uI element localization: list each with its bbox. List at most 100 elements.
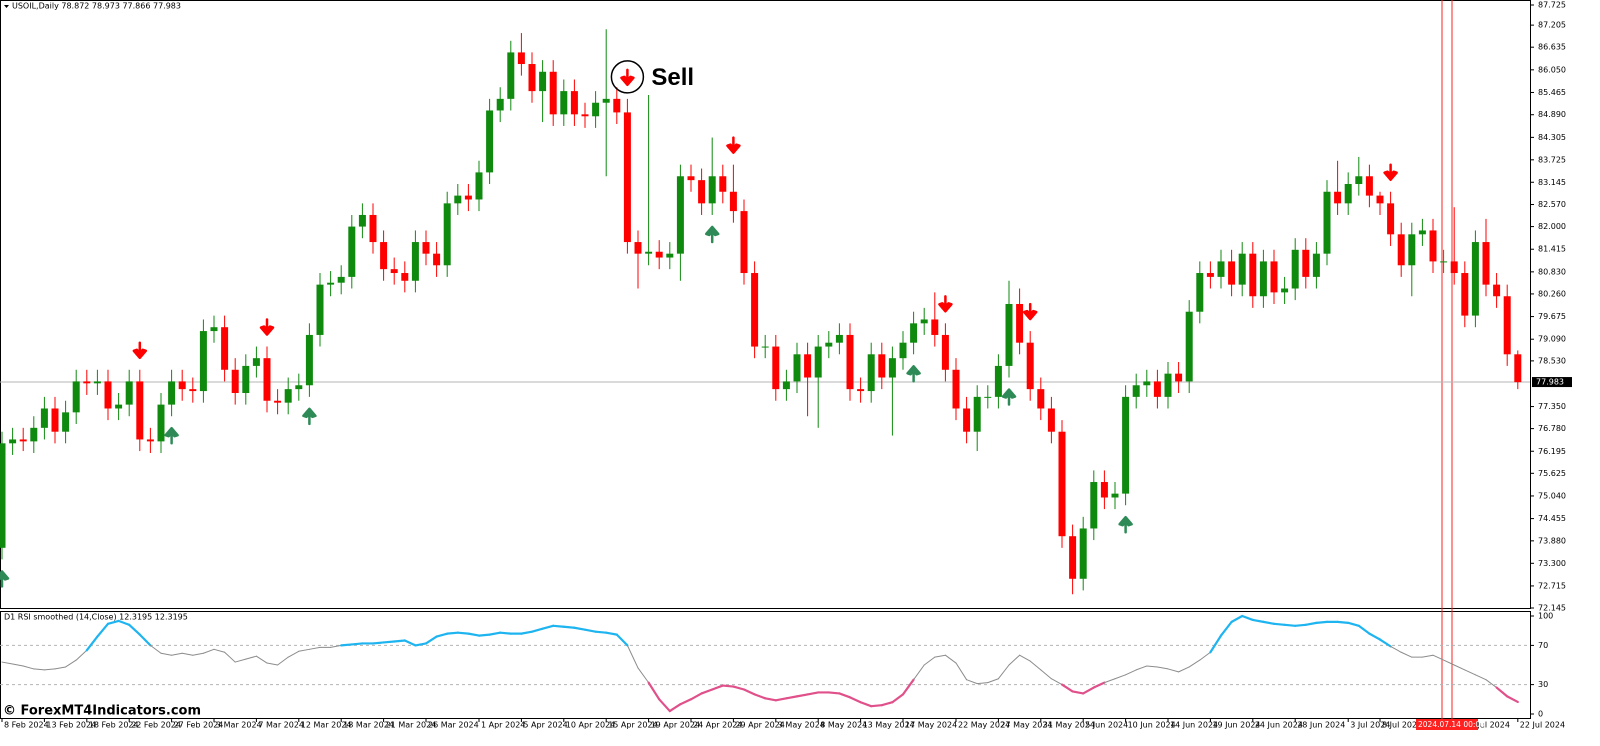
- candle-body: [539, 71, 547, 92]
- rsi-line-segment: [96, 622, 110, 638]
- x-tick-label: 3 May 2024: [778, 721, 825, 730]
- y-tick-label: 30: [1538, 680, 1548, 689]
- candle-body: [1270, 261, 1278, 293]
- rsi-line-segment: [477, 633, 491, 637]
- candle-body: [1482, 242, 1490, 285]
- candle-body: [178, 381, 186, 390]
- candle-body: [1503, 296, 1511, 355]
- rsi-line-segment: [128, 623, 141, 636]
- candle-body: [1185, 311, 1193, 382]
- menu-icon[interactable]: [4, 5, 9, 8]
- candle-body: [1206, 273, 1214, 277]
- x-tick-label: 15 Apr 2024: [608, 721, 657, 730]
- candle-body: [634, 242, 642, 254]
- rsi-line-segment: [721, 684, 735, 688]
- rsi-line-segment: [393, 639, 406, 643]
- rsi-line-segment: [562, 625, 576, 629]
- rsi-line-segment: [298, 648, 310, 652]
- y-tick-label: 78.530: [1538, 356, 1566, 365]
- candle-body: [1005, 303, 1013, 366]
- x-tick-label: 24 Apr 2024: [693, 721, 742, 730]
- candle-body: [941, 334, 949, 370]
- rsi-line-segment: [658, 698, 671, 713]
- rsi-line-segment: [1, 661, 14, 665]
- rsi-line-segment: [382, 640, 396, 644]
- y-tick-label: 76.195: [1538, 447, 1566, 456]
- rsi-line-segment: [1485, 679, 1498, 689]
- rsi-line-segment: [913, 664, 925, 681]
- y-tick-label: 73.300: [1538, 559, 1566, 568]
- rsi-line-segment: [1103, 678, 1116, 684]
- candle-body: [814, 346, 822, 378]
- buy-arrow: [1001, 388, 1017, 406]
- candle-body: [348, 226, 356, 277]
- candle-body: [782, 381, 790, 390]
- candle-body: [390, 269, 398, 274]
- rsi-line-segment: [552, 624, 565, 628]
- candle-body: [1026, 342, 1034, 390]
- rsi-line-segment: [1188, 659, 1201, 668]
- rsi-line-segment: [446, 631, 459, 635]
- candle-body: [761, 346, 769, 348]
- y-tick-label: 74.455: [1538, 514, 1566, 523]
- x-tick-label: 17 May 2024: [905, 721, 957, 730]
- candle-body: [1196, 273, 1204, 312]
- rsi-line-segment: [1178, 666, 1190, 673]
- rsi-line-segment: [54, 666, 67, 670]
- y-tick-label: 72.715: [1538, 581, 1566, 590]
- buy-arrow: [0, 570, 10, 588]
- x-tick-label: 1 Apr 2024: [481, 721, 525, 730]
- buy-arrow: [302, 407, 317, 426]
- candle-body: [952, 369, 960, 409]
- sell-arrow: [938, 295, 953, 313]
- candle-body: [1090, 482, 1098, 529]
- rsi-line-segment: [224, 651, 236, 663]
- candle-body: [115, 404, 123, 409]
- candle-body: [1122, 396, 1130, 494]
- candle-body: [305, 334, 313, 386]
- y-tick-label: 72.145: [1538, 604, 1566, 613]
- x-tick-label: 10 Jun 2024: [1128, 721, 1176, 730]
- rsi-line-segment: [424, 635, 438, 645]
- main-panel-frame: [0, 0, 1531, 609]
- y-tick-label: 84.305: [1538, 133, 1566, 142]
- candle-body: [1397, 234, 1405, 266]
- rsi-line-segment: [12, 663, 24, 667]
- candle-body: [867, 354, 875, 392]
- sell-arrow: [1383, 163, 1398, 181]
- candle-body: [1153, 381, 1161, 397]
- rsi-line-segment: [1272, 622, 1286, 626]
- candle-body: [1249, 253, 1257, 297]
- candle-body: [189, 389, 197, 392]
- rsi-line-segment: [171, 652, 183, 656]
- candle-body: [369, 214, 377, 243]
- rsi-line-segment: [1209, 634, 1223, 654]
- x-tick-label: 21 Mar 2024: [386, 721, 437, 730]
- y-tick-label: 79.090: [1538, 335, 1566, 344]
- candle-body: [1471, 242, 1479, 316]
- candle-body: [793, 354, 801, 382]
- x-tick-label: 27 May 2024: [1000, 721, 1052, 730]
- rsi-line-segment: [530, 627, 544, 633]
- candle-body: [221, 327, 229, 370]
- rsi-line-segment: [997, 664, 1010, 680]
- rsi-line-segment: [1019, 654, 1031, 662]
- rsi-line-segment: [859, 701, 873, 708]
- candle-body: [878, 354, 886, 378]
- rsi-line-segment: [149, 644, 162, 654]
- candle-body: [136, 381, 144, 440]
- rsi-line-segment: [647, 681, 661, 701]
- candle-body: [295, 385, 303, 390]
- rsi-line-segment: [934, 654, 946, 658]
- rsi-line-segment: [679, 698, 693, 706]
- rsi-line-segment: [75, 649, 88, 661]
- rsi-line-segment: [1443, 659, 1455, 666]
- candle-body: [666, 253, 674, 258]
- candle-body: [19, 439, 27, 442]
- rsi-line-segment: [1125, 669, 1137, 676]
- sell-circle: [610, 60, 645, 94]
- rsi-line-segment: [117, 619, 131, 626]
- rsi-line-segment: [213, 648, 226, 653]
- x-tick-label: 26 Mar 2024: [428, 721, 479, 730]
- candle-body: [804, 354, 812, 378]
